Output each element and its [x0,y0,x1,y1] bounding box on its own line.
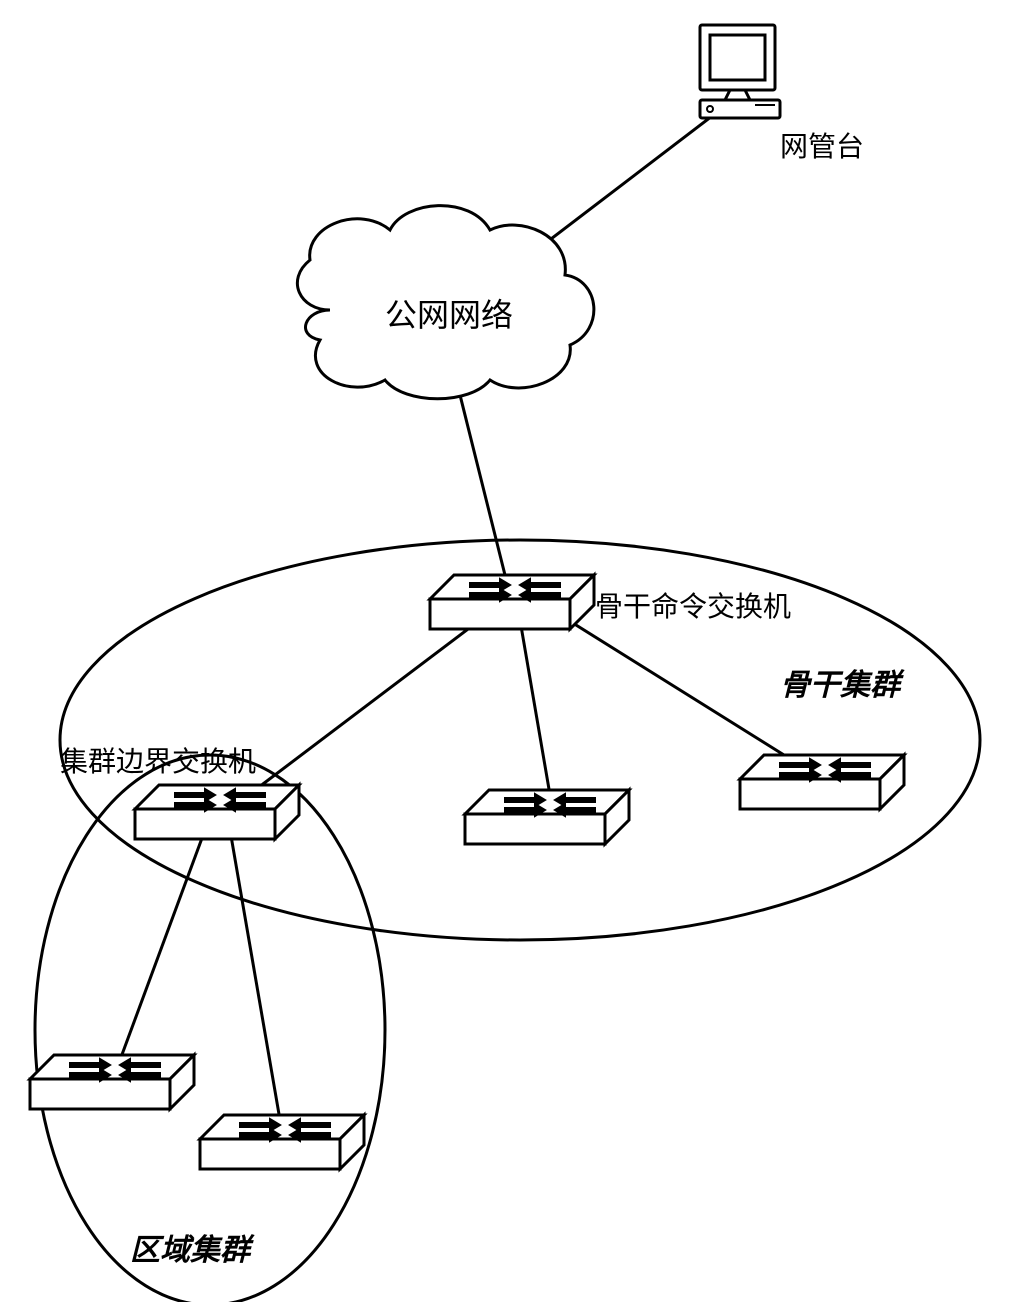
switch-regional-member-2 [200,1115,364,1169]
backbone-cluster-label: 骨干集群 [780,660,900,704]
switch-cluster-boundary [135,785,299,839]
regional-cluster-label: 区域集群 [130,1225,250,1269]
cluster-boundary-switch-label: 集群边界交换机 [60,740,256,780]
computer-icon [700,25,780,118]
switch-regional-member-1 [30,1055,194,1109]
management-station-label: 网管台 [780,125,864,165]
network-diagram [0,0,1014,1302]
backbone-command-switch-label: 骨干命令交换机 [595,585,791,625]
switch-backbone-member-2 [740,755,904,809]
switch-backbone-member-1 [465,790,629,844]
public-network-label: 公网网络 [385,290,513,336]
switch-backbone-command [430,575,594,629]
